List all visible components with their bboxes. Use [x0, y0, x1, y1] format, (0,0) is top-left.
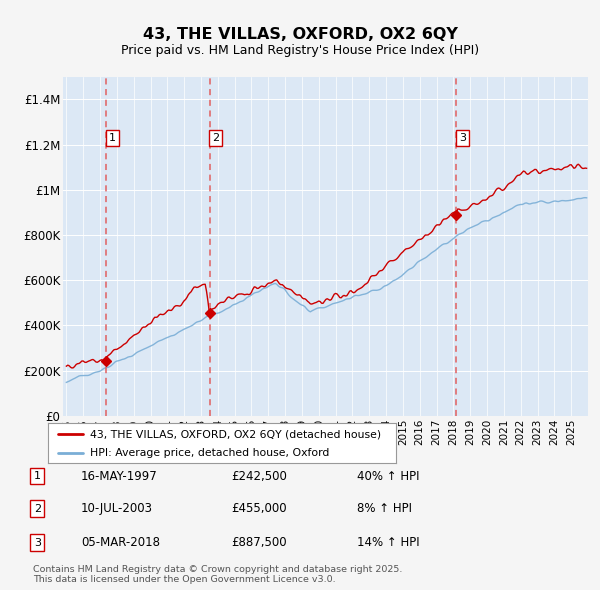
Text: 43, THE VILLAS, OXFORD, OX2 6QY: 43, THE VILLAS, OXFORD, OX2 6QY — [143, 27, 457, 41]
Text: 2: 2 — [34, 504, 41, 513]
Text: HPI: Average price, detached house, Oxford: HPI: Average price, detached house, Oxfo… — [90, 448, 329, 458]
Text: Price paid vs. HM Land Registry's House Price Index (HPI): Price paid vs. HM Land Registry's House … — [121, 44, 479, 57]
Text: 8% ↑ HPI: 8% ↑ HPI — [357, 502, 412, 515]
Text: 1: 1 — [109, 133, 116, 143]
Text: 05-MAR-2018: 05-MAR-2018 — [81, 536, 160, 549]
Text: Contains HM Land Registry data © Crown copyright and database right 2025.
This d: Contains HM Land Registry data © Crown c… — [33, 565, 403, 584]
Text: 16-MAY-1997: 16-MAY-1997 — [81, 470, 158, 483]
Text: £242,500: £242,500 — [231, 470, 287, 483]
Text: 10-JUL-2003: 10-JUL-2003 — [81, 502, 153, 515]
Text: 1: 1 — [34, 471, 41, 481]
Text: 14% ↑ HPI: 14% ↑ HPI — [357, 536, 419, 549]
Text: £887,500: £887,500 — [231, 536, 287, 549]
Text: 3: 3 — [459, 133, 466, 143]
Text: 43, THE VILLAS, OXFORD, OX2 6QY (detached house): 43, THE VILLAS, OXFORD, OX2 6QY (detache… — [90, 430, 381, 440]
Text: 40% ↑ HPI: 40% ↑ HPI — [357, 470, 419, 483]
Text: £455,000: £455,000 — [231, 502, 287, 515]
Text: 3: 3 — [34, 538, 41, 548]
Text: 2: 2 — [212, 133, 220, 143]
